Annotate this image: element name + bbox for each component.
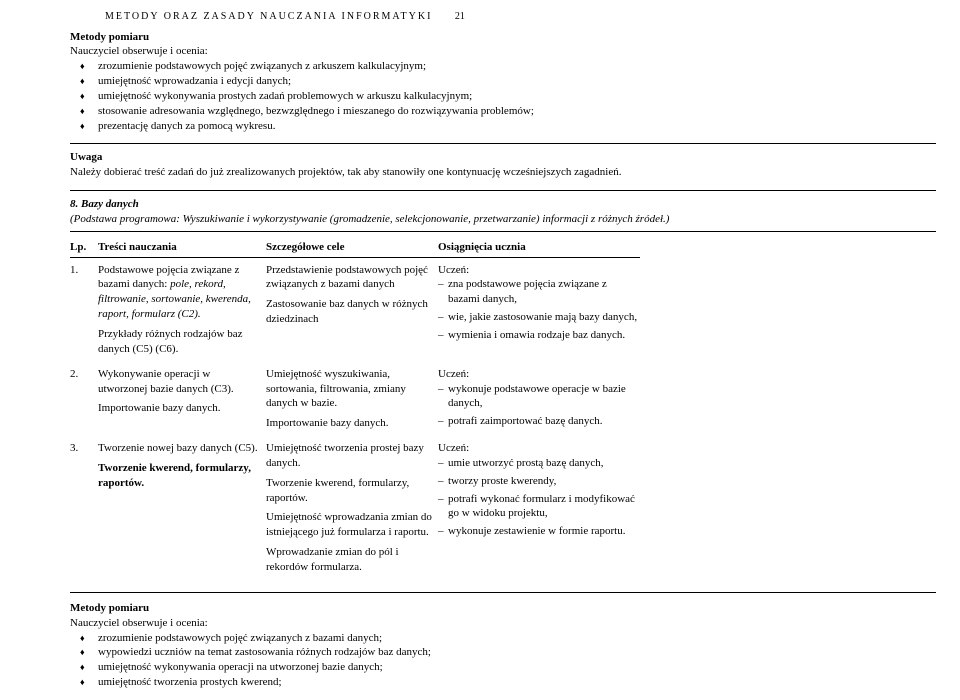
- table-row: 3. Tworzenie nowej bazy danych (C5). Two…: [70, 440, 640, 584]
- list-item: zrozumienie podstawowych pojęć związanyc…: [98, 631, 936, 646]
- list-item: umie utworzyć prostą bazę danych,: [438, 456, 638, 471]
- divider: [70, 143, 936, 144]
- col-tn: Treści nauczania: [98, 240, 266, 255]
- list-item: umiejętność tworzenia prostych kwerend;: [98, 675, 936, 690]
- list-item: zrozumienie podstawowych pojęć związanyc…: [98, 59, 936, 74]
- sc-text: Umiejętność wprowadzania zmian do istnie…: [266, 510, 432, 540]
- sc-text: Umiejętność tworzenia prostej bazy danyc…: [266, 441, 432, 471]
- list-item: wie, jakie zastosowanie mają bazy danych…: [438, 310, 638, 325]
- list-item: potrafi wykonać formularz i modyfikować …: [438, 492, 638, 522]
- cell-ou: Uczeń: wykonuje podstawowe operacje w ba…: [438, 366, 638, 440]
- mp1-title: Metody pomiaru: [70, 30, 936, 45]
- ou-list: wykonuje podstawowe operacje w bazie dan…: [438, 382, 638, 430]
- mp1-list: zrozumienie podstawowych pojęć związanyc…: [70, 59, 936, 133]
- sc-text: Przedstawienie podstawowych pojęć związa…: [266, 263, 432, 293]
- table-row: 1. Podstawowe pojęcia związane z bazami …: [70, 262, 640, 366]
- cell-lp: 2.: [70, 366, 98, 440]
- ou-lead: Uczeń:: [438, 367, 638, 382]
- section-8-sub: (Podstawa programowa: Wyszukiwanie i wyk…: [70, 213, 669, 225]
- ou-lead: Uczeń:: [438, 441, 638, 456]
- curriculum-table: Lp. Treści nauczania Szczegółowe cele Os…: [70, 240, 640, 584]
- cell-tn: Podstawowe pojęcia związane z bazami dan…: [98, 262, 266, 366]
- list-item: umiejętność wykonywania prostych zadań p…: [98, 89, 936, 104]
- section-8-heading: 8. Bazy danych (Podstawa programowa: Wys…: [70, 197, 936, 227]
- cell-lp: 3.: [70, 440, 98, 584]
- tn-text: Wykonywanie operacji w utworzonej bazie …: [98, 367, 260, 397]
- list-item: zna podstawowe pojęcia związane z bazami…: [438, 277, 638, 307]
- header-text: METODY ORAZ ZASADY NAUCZANIA INFORMATYKI: [105, 11, 432, 22]
- ou-list: umie utworzyć prostą bazę danych, tworzy…: [438, 456, 638, 539]
- tn-text: Importowanie bazy danych.: [98, 401, 260, 416]
- mp1-intro: Nauczyciel obserwuje i ocenia:: [70, 44, 936, 59]
- uwaga-block: Uwaga Należy dobierać treść zadań do już…: [70, 150, 936, 180]
- list-item: prezentację danych za pomocą wykresu.: [98, 119, 936, 134]
- sc-text: Wprowadzanie zmian do pól i rekordów for…: [266, 545, 432, 575]
- ou-lead: Uczeń:: [438, 263, 638, 278]
- uwaga-text: Należy dobierać treść zadań do już zreal…: [70, 165, 936, 180]
- list-item: wypowiedzi uczniów na temat zastosowania…: [98, 645, 936, 660]
- mp2-title: Metody pomiaru: [70, 601, 936, 616]
- cell-tn: Wykonywanie operacji w utworzonej bazie …: [98, 366, 266, 440]
- cell-ou: Uczeń: umie utworzyć prostą bazę danych,…: [438, 440, 638, 584]
- table-row: 2. Wykonywanie operacji w utworzonej baz…: [70, 366, 640, 440]
- cell-sc: Umiejętność tworzenia prostej bazy danyc…: [266, 440, 438, 584]
- section-8-num: 8. Bazy danych: [70, 198, 139, 210]
- running-header: METODY ORAZ ZASADY NAUCZANIA INFORMATYKI…: [105, 10, 936, 24]
- sc-text: Umiejętność wyszukiwania, sortowania, fi…: [266, 367, 432, 412]
- mp2-list: zrozumienie podstawowych pojęć związanyc…: [70, 631, 936, 690]
- divider: [70, 231, 936, 232]
- list-item: umiejętność wykonywania operacji na utwo…: [98, 660, 936, 675]
- page-number: 21: [455, 11, 465, 22]
- col-sc: Szczegółowe cele: [266, 240, 438, 255]
- cell-sc: Przedstawienie podstawowych pojęć związa…: [266, 262, 438, 366]
- list-item: wymienia i omawia rodzaje baz danych.: [438, 328, 638, 343]
- list-item: wykonuje zestawienie w formie raportu.: [438, 524, 638, 539]
- ou-list: zna podstawowe pojęcia związane z bazami…: [438, 277, 638, 342]
- cell-lp: 1.: [70, 262, 98, 366]
- mp2-intro: Nauczyciel obserwuje i ocenia:: [70, 616, 936, 631]
- list-item: tworzy proste kwerendy,: [438, 474, 638, 489]
- col-ou: Osiągnięcia ucznia: [438, 240, 638, 255]
- divider: [70, 592, 936, 593]
- tn-text: Tworzenie nowej bazy danych (C5).: [98, 441, 260, 456]
- divider: [70, 190, 936, 191]
- tn-text-bold: Tworzenie kwerend, formularzy, raportów.: [98, 461, 260, 491]
- table-header: Lp. Treści nauczania Szczegółowe cele Os…: [70, 240, 640, 258]
- cell-ou: Uczeń: zna podstawowe pojęcia związane z…: [438, 262, 638, 366]
- sc-text: Importowanie bazy danych.: [266, 416, 432, 431]
- tn-text: Przykłady różnych rodzajów baz danych (C…: [98, 327, 260, 357]
- list-item: potrafi zaimportować bazę danych.: [438, 414, 638, 429]
- list-item: umiejętność wprowadzania i edycji danych…: [98, 74, 936, 89]
- sc-text: Tworzenie kwerend, formularzy, raportów.: [266, 476, 432, 506]
- col-lp: Lp.: [70, 240, 98, 255]
- cell-tn: Tworzenie nowej bazy danych (C5). Tworze…: [98, 440, 266, 584]
- list-item: wykonuje podstawowe operacje w bazie dan…: [438, 382, 638, 412]
- list-item: stosowanie adresowania względnego, bezwz…: [98, 104, 936, 119]
- sc-text: Zastosowanie baz danych w różnych dziedz…: [266, 297, 432, 327]
- cell-sc: Umiejętność wyszukiwania, sortowania, fi…: [266, 366, 438, 440]
- uwaga-title: Uwaga: [70, 150, 936, 165]
